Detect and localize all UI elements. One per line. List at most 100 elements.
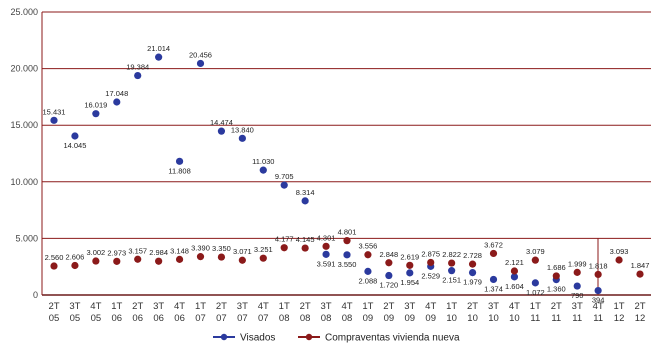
- compraventas-point: [531, 256, 539, 264]
- x-tick-year: 07: [258, 313, 269, 324]
- x-tick-quarter: 1T: [195, 301, 206, 312]
- x-tick-year: 06: [174, 313, 185, 324]
- data-label: 3.550: [338, 260, 357, 269]
- compraventas-point: [301, 244, 309, 252]
- x-tick-quarter: 4T: [90, 301, 101, 312]
- legend-label: Compraventas vivienda nueva: [325, 333, 460, 344]
- legend-label: Visados: [240, 333, 275, 344]
- data-label: 8.314: [296, 188, 315, 197]
- legend-swatch-marker: [305, 333, 313, 341]
- compraventas-point: [175, 255, 184, 263]
- y-tick-label: 15.000: [10, 120, 38, 130]
- y-tick-label: 20.000: [10, 64, 38, 74]
- x-tick-year: 06: [111, 313, 122, 324]
- data-label: 2.728: [463, 251, 482, 260]
- data-label: 3.071: [233, 247, 252, 256]
- visados-point: [531, 279, 539, 287]
- data-label: 11.030: [252, 157, 274, 166]
- visados-point: [343, 251, 351, 259]
- y-tick-label: 10.000: [10, 177, 38, 187]
- compraventas-point: [217, 253, 226, 261]
- visados-point: [92, 110, 100, 118]
- data-label: 20.456: [189, 50, 212, 59]
- visados-point: [155, 53, 163, 61]
- data-label: 2.529: [421, 271, 440, 280]
- data-label: 1.954: [400, 278, 419, 287]
- x-tick-quarter: 2T: [551, 301, 562, 312]
- visados-point: [364, 267, 372, 275]
- x-tick-quarter: 3T: [69, 301, 80, 312]
- visados-point: [406, 269, 414, 277]
- data-label: 2.606: [66, 253, 85, 262]
- visados-point: [196, 59, 205, 68]
- x-tick-year: 07: [237, 313, 248, 324]
- compraventas-point: [636, 270, 644, 278]
- x-tick-quarter: 1T: [614, 301, 625, 312]
- visados-point: [301, 197, 309, 205]
- x-tick-quarter: 4T: [425, 301, 436, 312]
- x-tick-year: 09: [363, 313, 374, 324]
- x-tick-year: 11: [593, 313, 603, 324]
- compraventas-point: [364, 251, 372, 259]
- compraventas-point: [238, 256, 246, 264]
- data-label: 11.808: [168, 166, 190, 175]
- compraventas-point: [552, 272, 560, 280]
- y-tick-label: 0: [33, 290, 38, 300]
- data-label: 2.560: [45, 253, 64, 262]
- compraventas-point: [468, 260, 477, 268]
- data-label: 2.822: [442, 250, 461, 259]
- data-label: 2.121: [505, 258, 524, 267]
- data-label: 1.818: [589, 261, 608, 270]
- visados-point: [50, 116, 58, 124]
- x-tick-quarter: 2T: [132, 301, 143, 312]
- x-tick-quarter: 2T: [48, 301, 59, 312]
- x-tick-year: 06: [153, 313, 164, 324]
- visados-point: [510, 273, 519, 281]
- visados-point: [385, 271, 393, 280]
- compraventas-point: [573, 268, 581, 276]
- compraventas-point: [113, 257, 121, 265]
- x-tick-year: 09: [384, 313, 395, 324]
- y-tick-label: 5.000: [15, 233, 38, 243]
- data-label: 4.145: [296, 235, 315, 244]
- x-tick-year: 11: [551, 313, 561, 324]
- data-label: 2.875: [421, 249, 440, 258]
- data-label: 2.984: [149, 248, 168, 257]
- x-tick-year: 08: [342, 313, 353, 324]
- x-tick-quarter: 3T: [404, 301, 415, 312]
- compraventas-point: [50, 262, 58, 270]
- compraventas-point: [71, 261, 79, 270]
- compraventas-point: [385, 259, 393, 267]
- data-label: 3.251: [254, 245, 273, 254]
- compraventas-point: [92, 257, 100, 265]
- compraventas-point: [280, 244, 288, 252]
- data-label: 13.840: [231, 125, 254, 134]
- visados-point: [113, 98, 121, 106]
- data-label: 3.157: [128, 246, 147, 255]
- data-label: 394: [592, 296, 605, 305]
- data-label: 15.431: [43, 107, 66, 116]
- x-tick-year: 11: [572, 313, 582, 324]
- x-tick-year: 05: [91, 313, 102, 324]
- compraventas-point: [489, 249, 498, 258]
- x-tick-year: 05: [70, 313, 81, 324]
- data-label: 1.847: [631, 261, 650, 270]
- compraventas-point: [615, 256, 623, 264]
- x-tick-year: 10: [488, 313, 499, 324]
- visados-point: [468, 268, 477, 277]
- visados-point: [489, 275, 498, 284]
- data-label: 2.973: [107, 248, 126, 257]
- visados-point: [448, 267, 456, 275]
- y-tick-label: 25.000: [10, 7, 38, 17]
- compraventas-point: [343, 237, 351, 245]
- data-label: 3.148: [170, 246, 189, 255]
- x-tick-quarter: 3T: [488, 301, 499, 312]
- data-label: 1.360: [547, 285, 566, 294]
- visados-point: [259, 166, 267, 174]
- data-label: 4.801: [338, 228, 357, 237]
- data-label: 4.177: [275, 235, 294, 244]
- data-label: 4.301: [317, 233, 336, 242]
- x-tick-quarter: 2T: [216, 301, 227, 312]
- compraventas-point: [510, 267, 519, 275]
